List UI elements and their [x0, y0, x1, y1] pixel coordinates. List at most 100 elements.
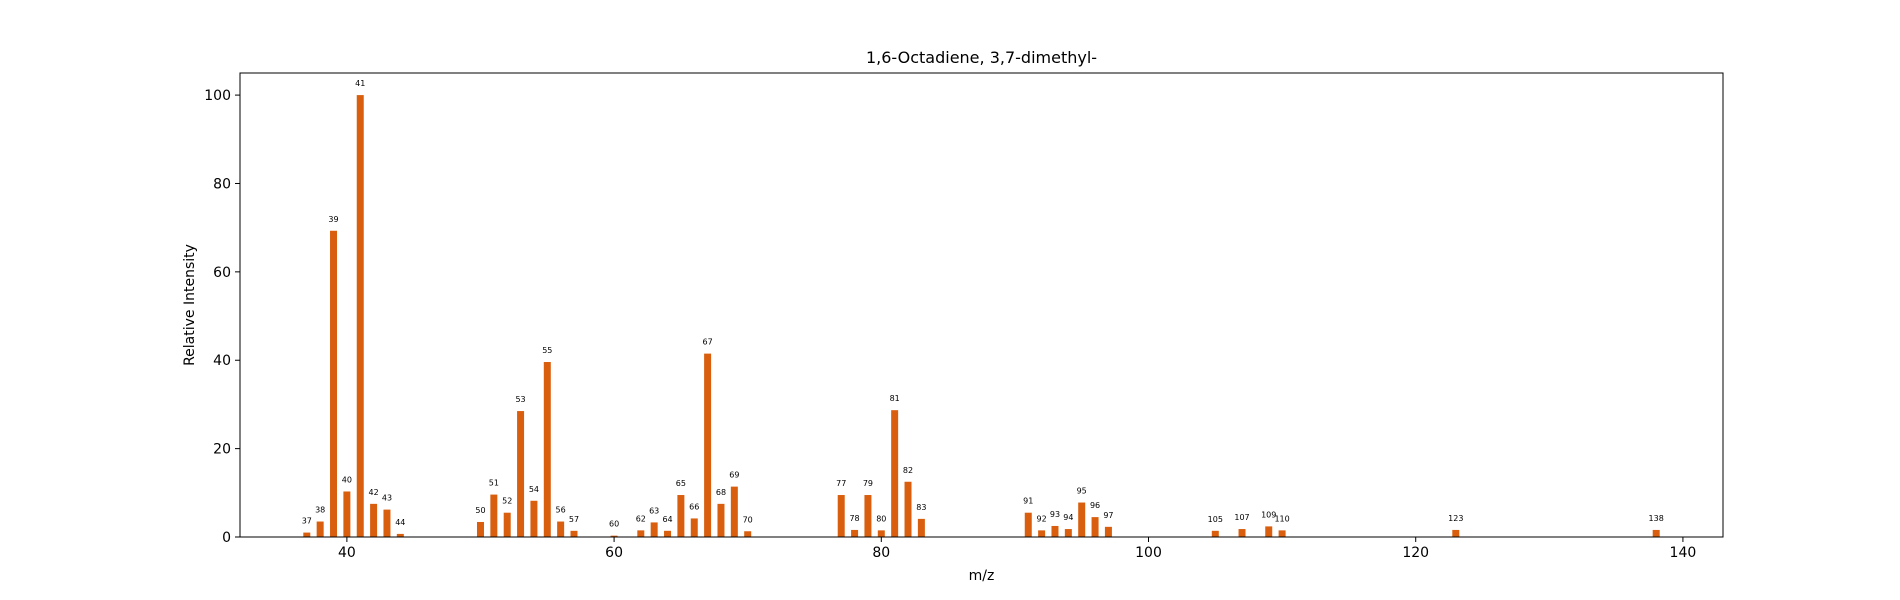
- bar-label-69: 69: [729, 471, 739, 480]
- bar-mz-95: [1078, 502, 1086, 537]
- bar-mz-66: [690, 518, 698, 537]
- bar-mz-51: [490, 494, 498, 537]
- bar-label-123: 123: [1448, 514, 1463, 523]
- bar-label-53: 53: [515, 395, 525, 404]
- bar-label-41: 41: [355, 79, 365, 88]
- bar-mz-67: [704, 353, 712, 537]
- bar-label-43: 43: [382, 494, 392, 503]
- bar-mz-63: [650, 522, 658, 537]
- bar-label-60: 60: [609, 520, 619, 529]
- bar-label-138: 138: [1649, 514, 1664, 523]
- bar-label-110: 110: [1274, 514, 1289, 523]
- bar-label-70: 70: [743, 515, 753, 524]
- bar-mz-56: [557, 521, 565, 537]
- bar-label-52: 52: [502, 497, 512, 506]
- bar-mz-37: [303, 532, 311, 537]
- bar-label-93: 93: [1050, 510, 1060, 519]
- bar-mz-57: [570, 530, 578, 537]
- plot-frame: [239, 72, 1724, 538]
- x-axis-ticks: 40 60 80 100 120 140: [338, 537, 1696, 561]
- bar-mz-50: [476, 521, 484, 537]
- bar-mz-96: [1091, 517, 1099, 537]
- bar-mz-138: [1652, 529, 1660, 537]
- bar-label-77: 77: [836, 479, 846, 488]
- bar-label-65: 65: [676, 479, 686, 488]
- bar-label-63: 63: [649, 506, 659, 515]
- bar-label-57: 57: [569, 515, 579, 524]
- bar-label-66: 66: [689, 502, 699, 511]
- bar-mz-79: [864, 495, 872, 537]
- bar-label-42: 42: [369, 488, 379, 497]
- bar-label-97: 97: [1103, 511, 1113, 520]
- bar-mz-68: [717, 503, 725, 537]
- y-tick-label: 80: [213, 176, 231, 192]
- bar-label-40: 40: [342, 475, 352, 484]
- y-tick-label: 0: [222, 530, 231, 546]
- bar-mz-38: [316, 521, 324, 537]
- x-axis-label: m/z: [969, 568, 995, 584]
- bar-label-37: 37: [302, 517, 312, 526]
- bar-mz-69: [730, 486, 738, 537]
- bar-mz-105: [1211, 530, 1219, 537]
- bar-label-55: 55: [542, 346, 552, 355]
- y-axis-label: Relative Intensity: [182, 244, 198, 366]
- bar-mz-107: [1238, 529, 1246, 537]
- bar-label-50: 50: [475, 506, 485, 515]
- bar-mz-109: [1265, 526, 1273, 537]
- x-tick-label: 80: [872, 545, 890, 561]
- bar-label-109: 109: [1261, 510, 1276, 519]
- bar-mz-82: [904, 481, 912, 537]
- y-tick-label: 40: [213, 353, 231, 369]
- bar-label-82: 82: [903, 466, 913, 475]
- bar-label-83: 83: [916, 503, 926, 512]
- bar-mz-42: [370, 503, 378, 537]
- bar-label-38: 38: [315, 506, 325, 515]
- bar-label-51: 51: [489, 479, 499, 488]
- bar-label-91: 91: [1023, 497, 1033, 506]
- x-tick-label: 60: [605, 545, 623, 561]
- bar-label-62: 62: [636, 514, 646, 523]
- bar-mz-52: [503, 512, 511, 537]
- bar-mz-41: [356, 95, 364, 537]
- bar-mz-44: [396, 533, 404, 537]
- x-tick-label: 40: [338, 545, 356, 561]
- y-axis-ticks: 0 20 40 60 80 100: [204, 88, 240, 546]
- bar-mz-65: [677, 495, 685, 537]
- bar-mz-64: [664, 530, 672, 537]
- bar-label-94: 94: [1063, 513, 1073, 522]
- x-tick-label: 120: [1402, 545, 1429, 561]
- bar-label-79: 79: [863, 479, 873, 488]
- bar-mz-81: [891, 410, 899, 537]
- bar-label-39: 39: [328, 215, 338, 224]
- bar-label-44: 44: [395, 518, 405, 527]
- bar-mz-39: [330, 230, 338, 537]
- bar-mz-91: [1024, 512, 1032, 537]
- bar-label-64: 64: [662, 515, 672, 524]
- bar-mz-40: [343, 491, 351, 537]
- x-tick-label: 140: [1670, 545, 1697, 561]
- y-tick-label: 20: [213, 442, 231, 458]
- chart-title: 1,6-Octadiene, 3,7-dimethyl-: [866, 48, 1097, 67]
- bar-mz-53: [517, 411, 525, 537]
- bar-label-81: 81: [890, 394, 900, 403]
- bar-mz-77: [837, 495, 845, 537]
- bar-label-56: 56: [556, 506, 566, 515]
- bar-mz-97: [1104, 526, 1112, 537]
- y-tick-label: 60: [213, 265, 231, 281]
- bar-mz-62: [637, 530, 645, 537]
- y-tick-label: 100: [204, 88, 231, 104]
- bar-label-107: 107: [1234, 513, 1249, 522]
- bar-label-54: 54: [529, 485, 539, 494]
- bar-label-96: 96: [1090, 501, 1100, 510]
- bar-mz-55: [543, 362, 551, 537]
- bars-group: [303, 95, 1660, 537]
- bar-mz-43: [383, 509, 391, 537]
- bar-mz-123: [1452, 529, 1460, 537]
- bar-mz-92: [1038, 530, 1046, 537]
- bar-mz-60: [610, 535, 618, 537]
- bar-mz-80: [877, 530, 885, 537]
- bar-label-95: 95: [1077, 487, 1087, 496]
